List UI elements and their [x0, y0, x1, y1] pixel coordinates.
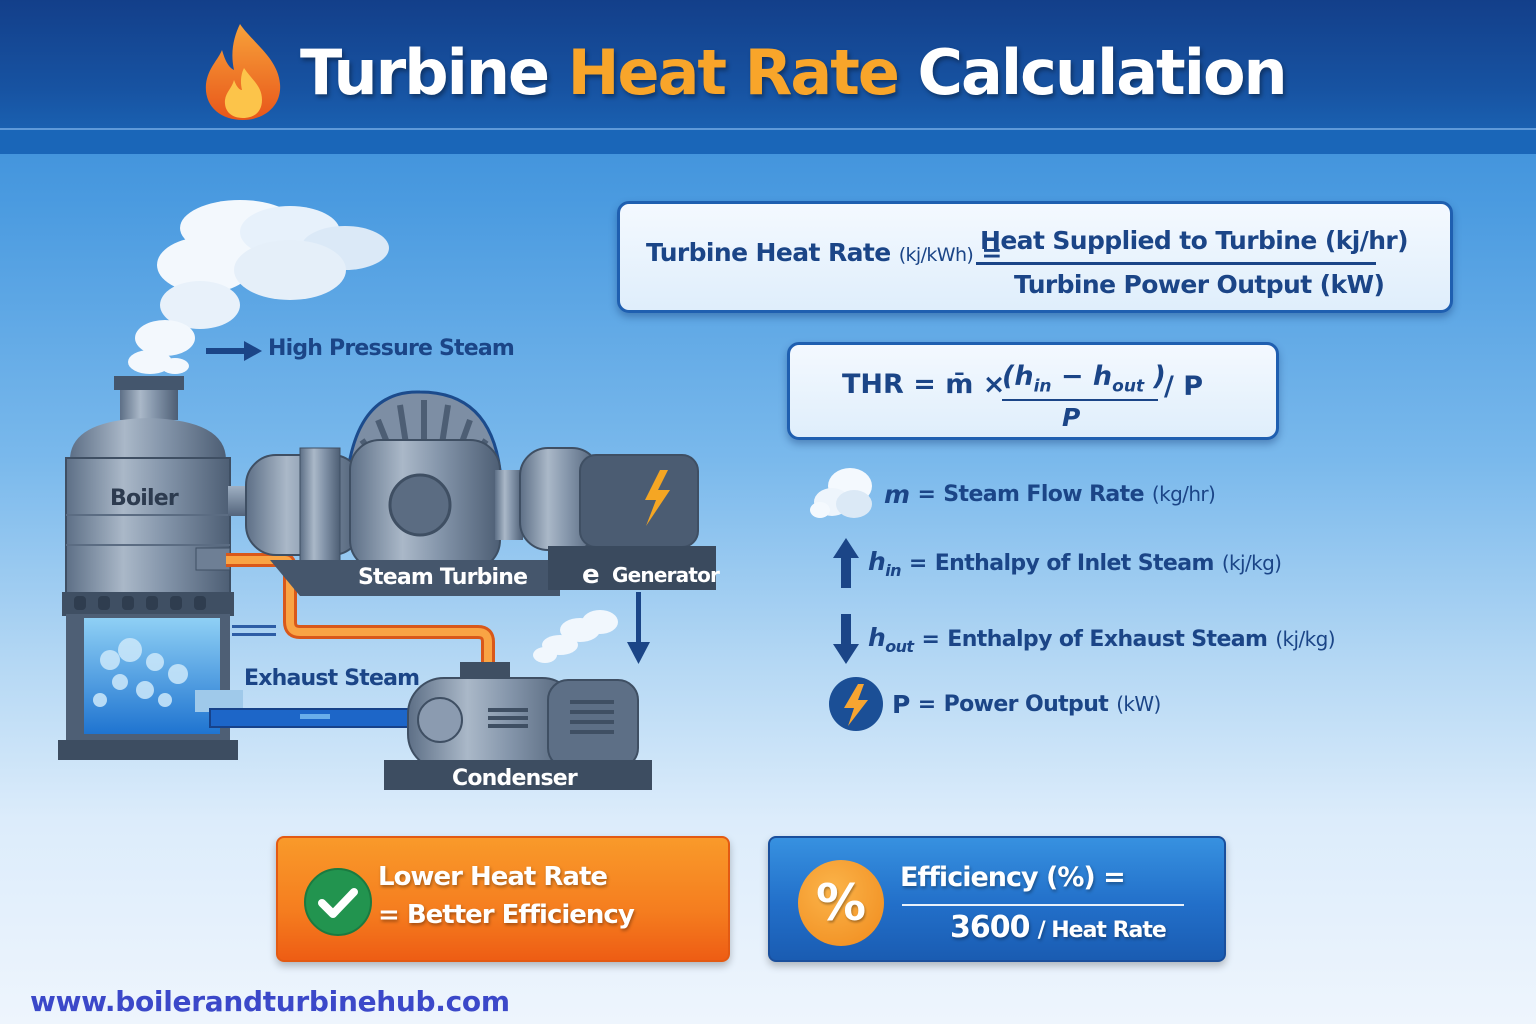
- legend-unit: (kj/kg): [1275, 627, 1335, 651]
- legend-desc: Steam Flow Rate: [943, 481, 1144, 507]
- page-title: Turbine Heat Rate Calculation: [200, 22, 1288, 122]
- thr-numerator: (hin − hout ): [1002, 361, 1166, 397]
- legend-symbol: hin: [868, 546, 901, 580]
- lightning-icon: [829, 677, 883, 731]
- label-steam-turbine: Steam Turbine: [358, 565, 528, 590]
- fraction-bar: [976, 262, 1376, 265]
- arrow-up-icon: [833, 538, 859, 588]
- percent-glyph: %: [815, 874, 867, 932]
- legend-item-power-output: P = Power Output (kW): [828, 676, 1161, 732]
- legend-symbol: P: [892, 689, 910, 719]
- legend-unit: (kW): [1116, 692, 1161, 716]
- thr-lhs: THR = m̄ ×: [842, 369, 1006, 400]
- generator-graphic: [519, 447, 716, 590]
- thr-tail: / P: [1164, 371, 1204, 402]
- formula-numerator: Heat Supplied to Turbine (kj/hr): [980, 226, 1409, 255]
- arrow-down-icon: [833, 614, 859, 664]
- label-boiler: Boiler: [110, 486, 179, 511]
- legend-item-inlet-enthalpy: hin = Enthalpy of Inlet Steam (kj/kg): [832, 536, 1282, 590]
- condenser-graphic: [384, 662, 652, 790]
- title-text: Turbine Heat Rate Calculation: [300, 35, 1288, 109]
- legend-unit: (kg/hr): [1151, 482, 1216, 506]
- formula-denominator: Turbine Power Output (kW): [1014, 270, 1385, 299]
- efficiency-fraction-bar: [902, 904, 1184, 906]
- legend-symbol: m: [884, 479, 910, 509]
- cloud-icon: [810, 468, 872, 518]
- title-part1: Turbine: [300, 35, 550, 109]
- efficiency-callout: % Efficiency (%) = 3600 / Heat Rate: [768, 836, 1226, 962]
- legend-equals: =: [917, 481, 936, 507]
- legend-desc: Power Output: [943, 691, 1109, 717]
- label-condenser: Condenser: [452, 766, 578, 791]
- steam-turbine-graphic: [245, 390, 560, 596]
- legend-equals: =: [917, 691, 936, 717]
- legend-desc: Enthalpy of Exhaust Steam: [947, 626, 1268, 652]
- label-high-pressure-steam: High Pressure Steam: [268, 336, 515, 361]
- legend-unit: (kj/kg): [1221, 551, 1282, 575]
- formula-lhs: Turbine Heat Rate (kj/kWh) =: [646, 238, 1002, 267]
- label-exhaust-steam: Exhaust Steam: [244, 666, 420, 691]
- formula-lhs-unit: (kj/kWh): [898, 244, 974, 266]
- thr-denominator: P: [1062, 403, 1081, 432]
- legend-symbol: hout: [868, 622, 914, 656]
- title-accent: Heat Rate: [567, 35, 900, 109]
- header-band: [0, 130, 1536, 154]
- arrow-right-icon: [206, 341, 262, 361]
- arrow-down-icon: [627, 592, 650, 664]
- steam-cloud-icon: [128, 200, 389, 374]
- website-link[interactable]: www.boilerandturbinehub.com: [30, 985, 510, 1018]
- plant-diagram: [58, 200, 716, 790]
- percent-icon: %: [798, 860, 884, 946]
- legend-equals: =: [921, 626, 940, 652]
- thr-formula-card: THR = m̄ × (hin − hout ) P / P: [787, 342, 1279, 440]
- callout-line2: = Better Efficiency: [378, 900, 635, 930]
- thr-fraction-bar: [1002, 399, 1158, 401]
- legend-equals: =: [908, 550, 927, 576]
- generator-badge-icon: e: [582, 560, 600, 590]
- callout-line1: Lower Heat Rate: [378, 862, 608, 892]
- efficiency-label: Efficiency (%) =: [900, 862, 1126, 893]
- legend-desc: Enthalpy of Inlet Steam: [934, 550, 1215, 576]
- flame-icon: [205, 24, 281, 120]
- lower-heat-rate-callout: Lower Heat Rate = Better Efficiency: [276, 836, 730, 962]
- efficiency-formula: 3600 / Heat Rate: [950, 910, 1167, 945]
- formula-equals: =: [981, 238, 1002, 267]
- formula-lhs-text: Turbine Heat Rate: [646, 238, 891, 267]
- efficiency-divisor: / Heat Rate: [1037, 918, 1167, 943]
- legend-item-steam-flow: m = Steam Flow Rate (kg/hr): [810, 464, 1216, 524]
- lightning-icon: [645, 470, 670, 526]
- title-part2: Calculation: [917, 35, 1287, 109]
- condenser-steam-icon: [533, 610, 618, 663]
- label-generator: Generator: [612, 563, 720, 587]
- legend-item-exhaust-enthalpy: hout = Enthalpy of Exhaust Steam (kj/kg): [832, 612, 1336, 666]
- heat-rate-formula-card: Turbine Heat Rate (kj/kWh) = Heat Suppli…: [617, 201, 1453, 313]
- efficiency-constant: 3600: [950, 910, 1030, 945]
- boiler-graphic: [58, 376, 238, 760]
- checkmark-icon: [304, 868, 372, 936]
